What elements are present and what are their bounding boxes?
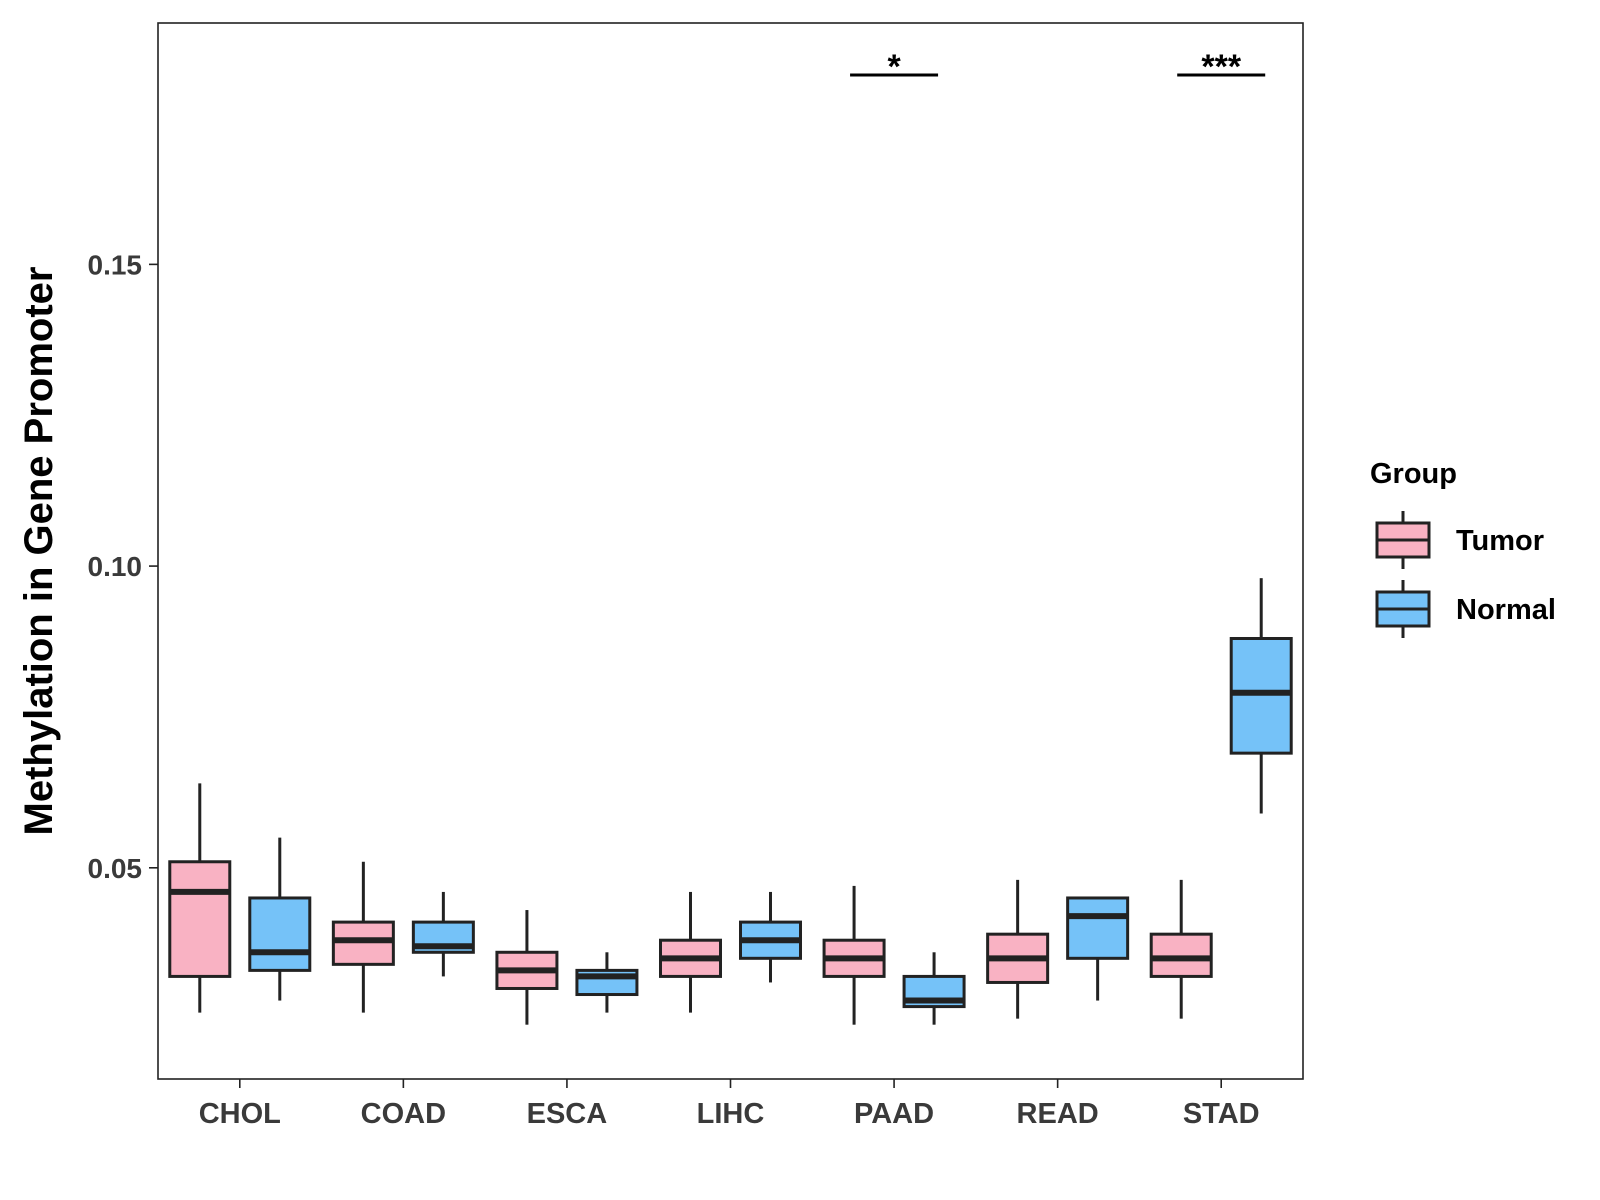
significance-label: *	[887, 48, 901, 86]
x-tick-label: STAD	[1183, 1098, 1260, 1130]
y-tick-label: 0.15	[88, 249, 143, 280]
box-tumor-paad	[822, 885, 886, 1025]
x-tick-label: PAAD	[854, 1098, 934, 1130]
significance-stad: ***	[1177, 48, 1266, 86]
x-tick-label: READ	[1017, 1098, 1099, 1130]
y-axis: 0.05 0.10 0.15	[88, 249, 158, 884]
box-tumor-esca	[495, 910, 559, 1025]
boxes-layer	[168, 578, 1293, 1025]
x-axis: CHOL COAD ESCA LIHC PAAD READ STAD	[199, 1079, 1260, 1130]
box-tumor-read	[986, 879, 1050, 1019]
legend: Group Tumor Normal	[1370, 458, 1556, 638]
box-tumor-stad	[1149, 879, 1213, 1019]
box-normal-lihc	[739, 891, 802, 983]
significance-label: ***	[1201, 48, 1241, 86]
legend-title: Group	[1370, 458, 1457, 490]
box-body	[1149, 932, 1213, 978]
x-tick-label: LIHC	[697, 1098, 765, 1130]
box-normal-coad	[411, 891, 475, 977]
legend-label: Tumor	[1456, 525, 1544, 557]
box-normal-esca	[575, 952, 639, 1013]
legend-label: Normal	[1456, 594, 1556, 626]
box-body	[331, 920, 395, 966]
box-normal-paad	[902, 952, 966, 1025]
box-tumor-lihc	[659, 891, 722, 1013]
box-body	[1229, 636, 1293, 755]
significance-paad: *	[850, 48, 939, 86]
x-tick-label: ESCA	[527, 1098, 608, 1130]
x-tick-label: COAD	[361, 1098, 446, 1130]
box-tumor-chol	[168, 783, 232, 1013]
box-normal-stad	[1229, 578, 1293, 814]
y-tick-label: 0.10	[88, 551, 143, 582]
box-normal-chol	[248, 837, 312, 1001]
box-tumor-coad	[331, 861, 395, 1013]
box-body	[1066, 896, 1130, 960]
legend-item-normal: Normal	[1375, 580, 1556, 638]
box-body	[248, 896, 312, 972]
y-axis-title: Methylation in Gene Promoter	[17, 267, 61, 836]
box-body	[168, 860, 232, 978]
significance-annotations: * ***	[850, 48, 1266, 86]
legend-item-tumor: Tumor	[1375, 511, 1544, 569]
box-normal-read	[1066, 896, 1130, 1001]
x-tick-label: CHOL	[199, 1098, 281, 1130]
y-tick-label: 0.05	[88, 853, 143, 884]
